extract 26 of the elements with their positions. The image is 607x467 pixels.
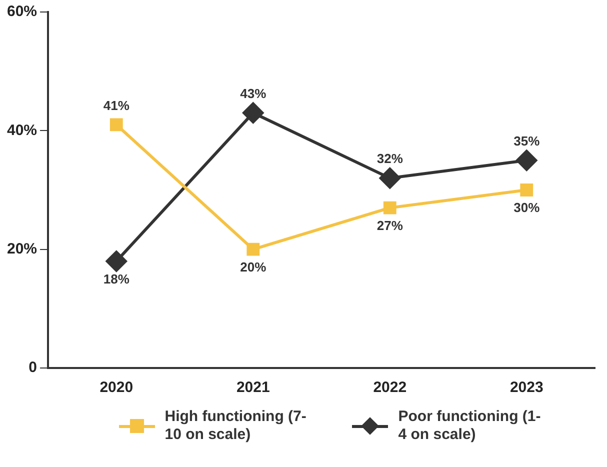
point <box>242 102 264 124</box>
y-tick-label: 60% <box>6 3 38 20</box>
data-label: 41% <box>103 98 130 113</box>
data-label: 43% <box>240 86 267 101</box>
point <box>520 184 534 196</box>
y-tick-label: 0 <box>28 359 38 376</box>
legend-label: Poor functioning (1-4 on scale) <box>398 408 542 444</box>
point <box>516 150 538 171</box>
x-tick-label: 2023 <box>510 379 544 396</box>
data-label: 30% <box>514 200 540 216</box>
data-label: 32% <box>376 151 404 166</box>
data-label: 18% <box>103 271 130 286</box>
data-label: 20% <box>240 259 267 274</box>
data-label: 35% <box>514 133 540 148</box>
data-label: 27% <box>376 218 404 233</box>
legend-label: High functioning (7-10 on scale) <box>164 408 308 444</box>
x-tick-label: 2020 <box>100 379 134 396</box>
point <box>246 242 260 256</box>
y-tick-label: 40% <box>6 122 38 139</box>
point <box>379 168 400 189</box>
point <box>383 201 396 214</box>
x-tick-label: 2021 <box>236 379 270 396</box>
point <box>106 250 127 272</box>
x-tick-label: 2022 <box>373 379 407 396</box>
y-tick-label: 20% <box>6 240 38 258</box>
point <box>110 118 123 132</box>
